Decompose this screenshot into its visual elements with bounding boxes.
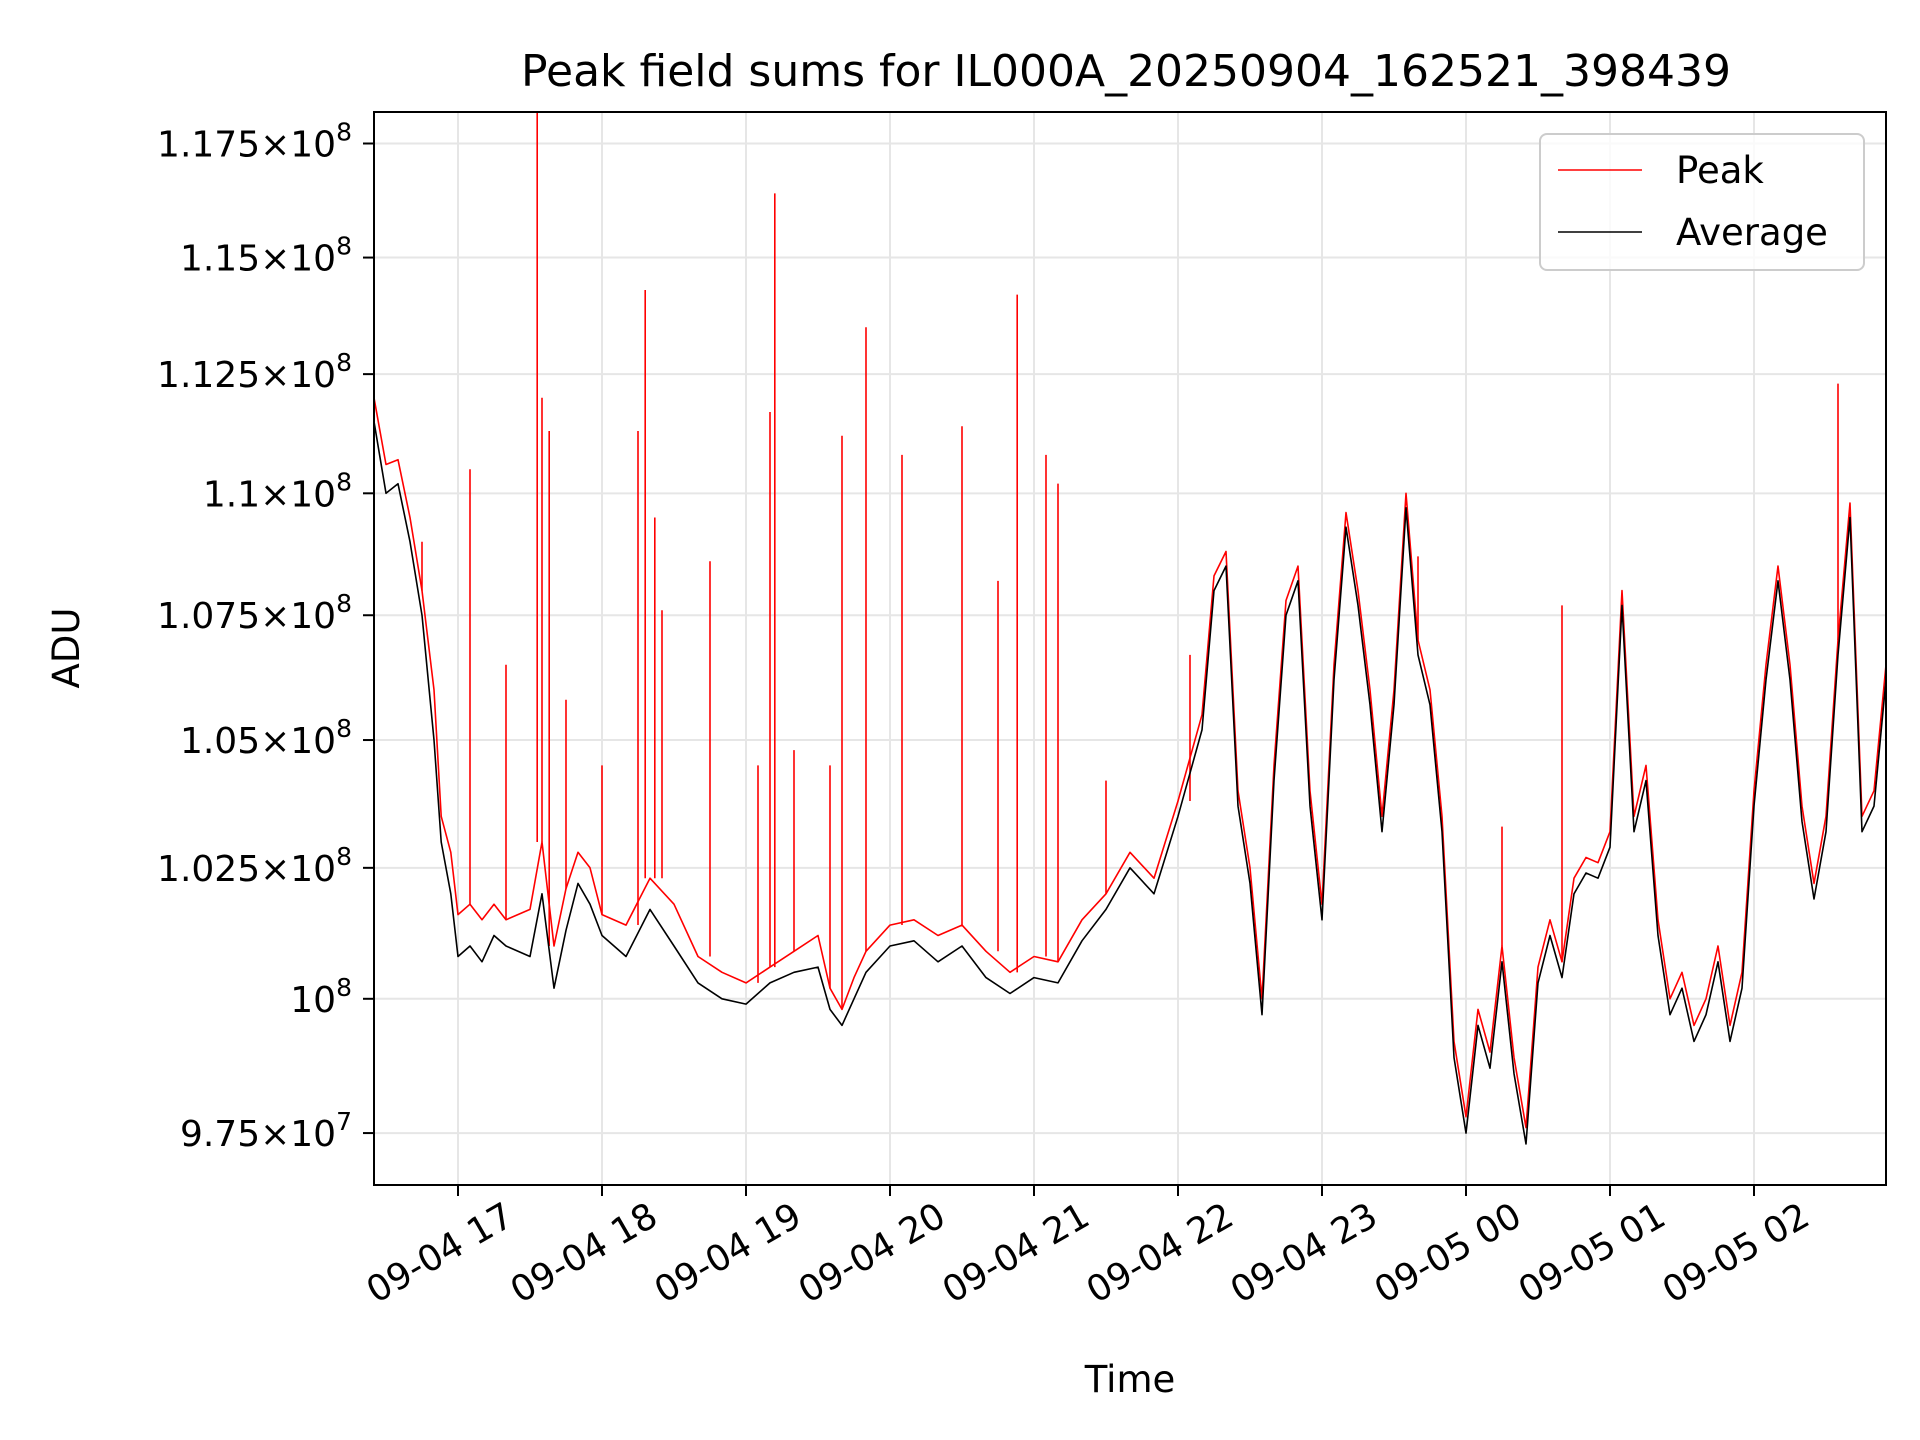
y-tick-exponent: 8 — [336, 348, 352, 377]
y-tick-mantissa: 1.05×10 — [180, 721, 336, 762]
y-tick-label: 1.1×108 — [203, 467, 352, 515]
y-tick-mantissa: 1.175×10 — [157, 125, 336, 166]
legend: Peak Average — [1539, 133, 1865, 271]
y-tick-label: 1.125×108 — [157, 348, 352, 396]
y-axis: 9.75×1071081.025×1081.05×1081.075×1081.1… — [157, 118, 374, 1155]
y-tick-mantissa: 9.75×10 — [180, 1114, 336, 1155]
y-tick-mantissa: 1.15×10 — [180, 239, 336, 280]
y-tick-exponent: 8 — [336, 467, 352, 496]
y-tick-label: 1.15×108 — [180, 232, 352, 280]
y-tick-label: 1.075×108 — [157, 589, 352, 637]
y-tick-mantissa: 1.075×10 — [157, 596, 336, 637]
y-tick-exponent: 8 — [336, 589, 352, 618]
y-tick-exponent: 8 — [336, 842, 352, 871]
y-tick-label: 1.05×108 — [180, 714, 352, 762]
y-tick-exponent: 8 — [336, 973, 352, 1002]
legend-box — [1539, 133, 1865, 271]
y-tick-mantissa: 1.125×10 — [157, 355, 336, 396]
y-tick-exponent: 8 — [336, 118, 352, 147]
y-tick-exponent: 8 — [336, 714, 352, 743]
series-line-average — [374, 421, 1886, 1145]
y-tick-exponent: 7 — [336, 1107, 352, 1136]
legend-entry-peak: Peak — [1676, 149, 1764, 192]
series-group — [374, 112, 1886, 1145]
y-tick-mantissa: 1.025×10 — [157, 849, 336, 890]
y-tick-exponent: 8 — [336, 232, 352, 261]
plot-area — [374, 112, 1886, 1145]
x-axis-label: Time — [1084, 1358, 1176, 1401]
y-tick-mantissa: 1.1×10 — [203, 474, 336, 515]
y-tick-mantissa: 10 — [290, 980, 336, 1021]
y-tick-label: 9.75×107 — [180, 1107, 352, 1155]
chart-title: Peak field sums for IL000A_20250904_1625… — [521, 46, 1731, 97]
y-axis-label: ADU — [45, 608, 88, 689]
y-tick-label: 1.175×108 — [157, 118, 352, 166]
y-tick-label: 108 — [290, 973, 352, 1021]
legend-entry-average: Average — [1676, 211, 1828, 254]
plot-frame — [373, 111, 1887, 1186]
y-tick-label: 1.025×108 — [157, 842, 352, 890]
